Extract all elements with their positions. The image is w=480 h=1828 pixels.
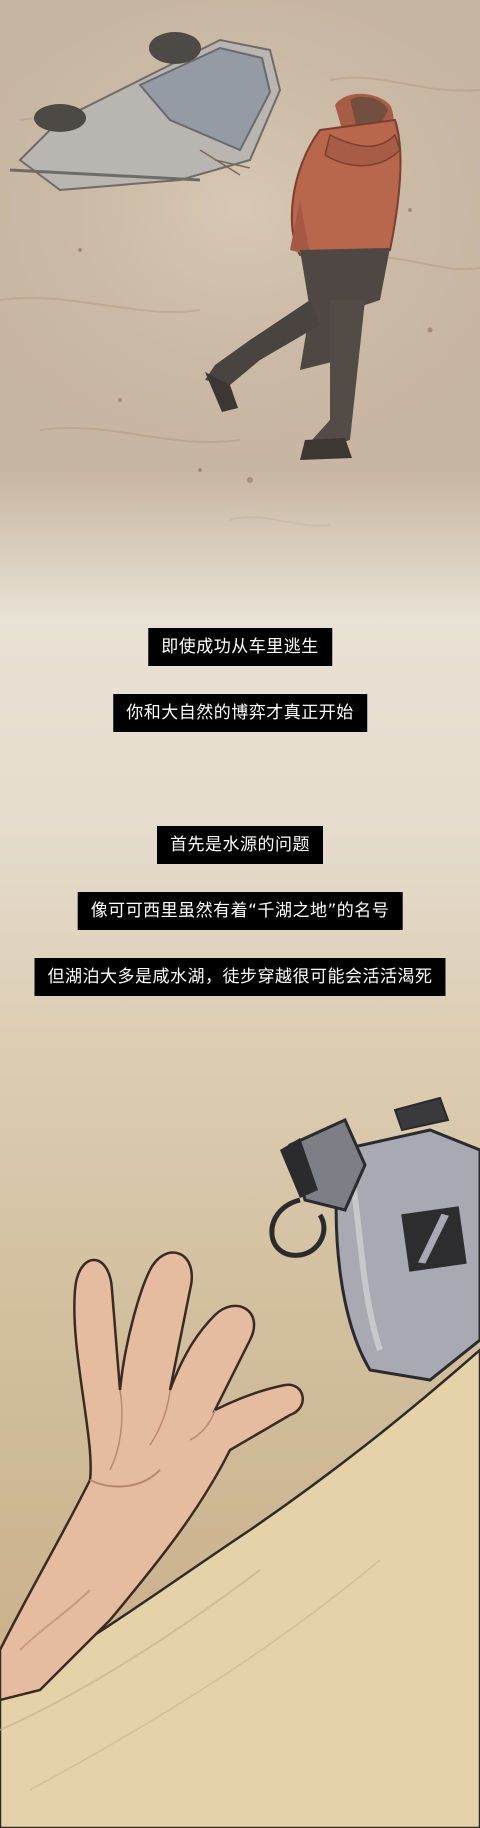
overturned-car-icon [9, 32, 282, 192]
caption-area: 即使成功从车里逃生 你和大自然的博弈才真正开始 首先是水源的问题 像可可西里虽然… [0, 620, 480, 1090]
person-in-sandstorm-icon [205, 93, 402, 460]
caption-line-1: 即使成功从车里逃生 [148, 628, 332, 666]
caption-line-3: 首先是水源的问题 [157, 826, 323, 864]
caption-line-2: 你和大自然的博弈才真正开始 [113, 694, 367, 732]
reaching-hand-icon [0, 1251, 304, 1702]
sandstorm-scene [0, 0, 480, 620]
thirst-scene [0, 1096, 480, 1828]
caption-line-4: 像可可西里虽然有着“千湖之地”的名号 [77, 892, 403, 930]
water-bottle-icon [269, 1096, 480, 1382]
caption-line-5: 但湖泊大多是咸水湖，徒步穿越很可能会活活渴死 [34, 958, 446, 996]
